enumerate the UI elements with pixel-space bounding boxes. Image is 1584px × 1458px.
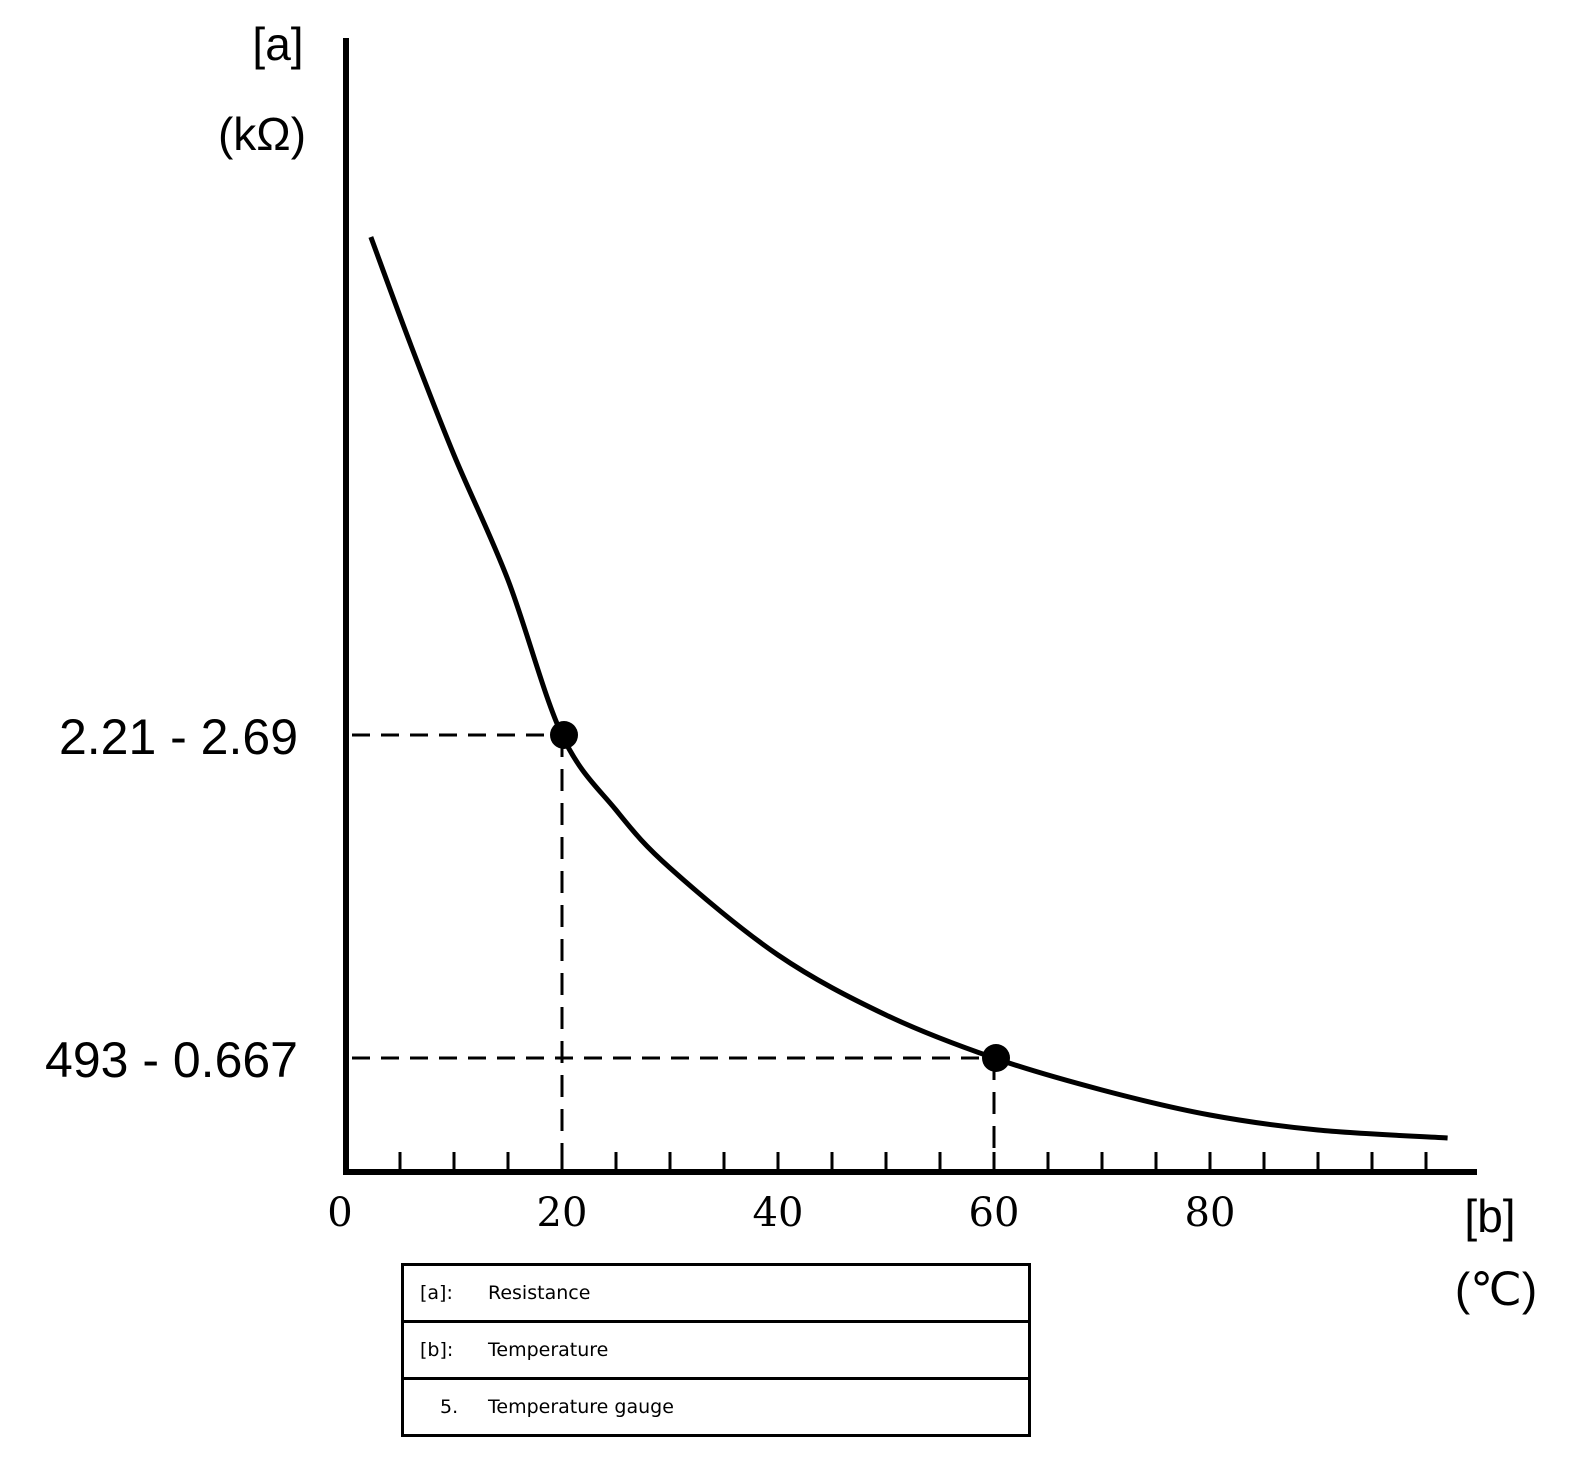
legend-value: Resistance [488, 1282, 591, 1304]
legend-key: 5. [440, 1396, 459, 1418]
y-axis-label: [a] [252, 18, 303, 70]
x-axis-unit: (℃) [1455, 1263, 1537, 1315]
legend-table: [a]: Resistance [b]: Temperature 5. Temp… [401, 1263, 1031, 1437]
x-tick-label: 80 [1185, 1190, 1236, 1236]
y-marker-label: 2.21 - 2.69 [59, 709, 298, 765]
resistance-curve [368, 236, 1448, 1141]
legend-key: [b]: [420, 1339, 454, 1361]
legend-row-5: 5. Temperature gauge [404, 1380, 1028, 1437]
legend-row-b: [b]: Temperature [404, 1323, 1028, 1380]
legend-value: Temperature [488, 1339, 609, 1361]
data-point [982, 1044, 1010, 1072]
x-tick-label: 40 [753, 1190, 804, 1236]
x-tick-label: 60 [969, 1190, 1020, 1236]
x-tick-label: 0 [327, 1190, 352, 1236]
y-marker-label: 493 - 0.667 [45, 1032, 298, 1088]
legend-value: Temperature gauge [488, 1396, 674, 1418]
x-tick-label: 20 [537, 1190, 588, 1236]
legend-row-a: [a]: Resistance [404, 1266, 1028, 1323]
legend-key: [a]: [420, 1282, 453, 1304]
x-axis-label: [b] [1464, 1190, 1515, 1242]
y-axis-unit: (kΩ) [218, 108, 306, 160]
data-point [550, 721, 578, 749]
